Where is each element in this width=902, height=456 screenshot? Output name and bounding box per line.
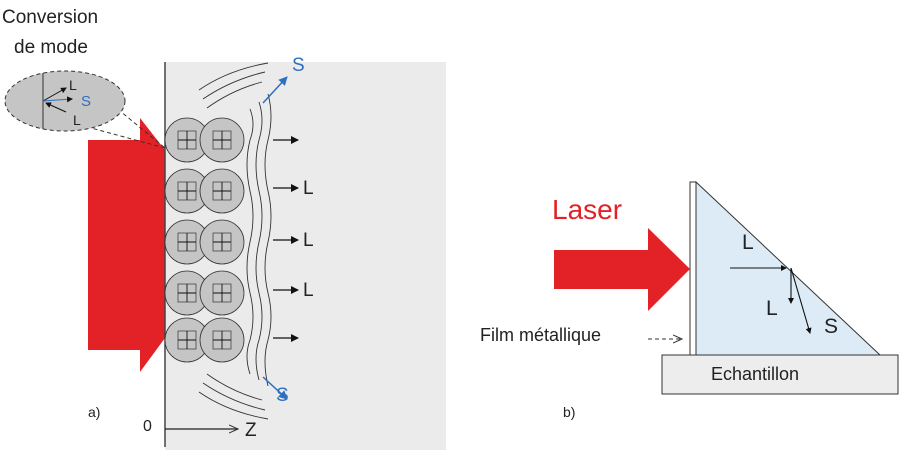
inset-label-l-bottom: L [73, 112, 81, 128]
source-grid [164, 117, 245, 363]
callout-title-line1: Conversion [2, 7, 99, 28]
metal-film [689, 181, 697, 356]
wavefronts [198, 62, 272, 420]
label-l-incident: L [742, 231, 754, 254]
label-s-shear: S [824, 315, 839, 338]
label-s-bottom: S [276, 385, 289, 406]
panel-b-label: b) [563, 404, 576, 420]
laser-arrow [88, 118, 165, 372]
sample-base [661, 354, 899, 395]
wave-arrows [262, 76, 299, 400]
panel-a-label: a) [88, 404, 101, 420]
label-s-top: S [292, 55, 305, 76]
callout-title-line2: de mode [14, 37, 88, 58]
label-l-reflected: L [766, 297, 778, 320]
mode-conversion-inset [4, 70, 166, 149]
film-label: Film métallique [480, 325, 602, 345]
sample-prism [695, 180, 882, 356]
inset-label-s: S [81, 93, 92, 110]
panel-b-wave-arrows [730, 265, 812, 334]
inset-label-l-top: L [69, 77, 77, 93]
laser-arrow-b [554, 228, 690, 311]
laser-label: Laser [552, 194, 623, 225]
axis-z-label: Z [245, 420, 257, 441]
axis-origin-label: 0 [143, 418, 152, 435]
label-l-2: L [303, 230, 314, 251]
sample-label: Echantillon [710, 364, 800, 384]
label-l-3: L [303, 280, 314, 301]
label-l-1: L [303, 178, 314, 199]
